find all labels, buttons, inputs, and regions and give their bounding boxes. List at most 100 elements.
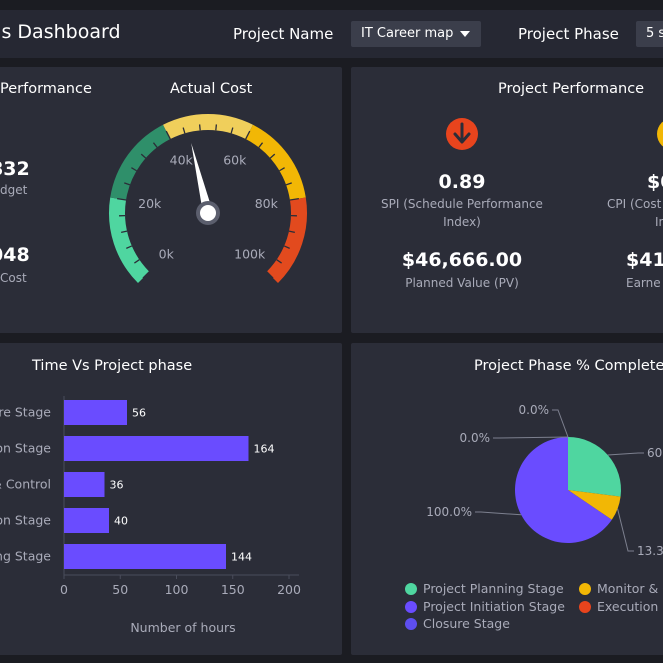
project-phase-select[interactable]: 5 s [636, 21, 663, 47]
gauge-band-3 [245, 124, 306, 201]
gauge-tick-label: 20k [138, 196, 162, 211]
chevron-down-icon [460, 31, 470, 37]
gauge-tick [117, 197, 127, 201]
legend-label: Project Planning Stage [423, 581, 564, 596]
pie-label-leader [552, 409, 569, 438]
category-label: on Stage [0, 441, 51, 456]
project-name-select[interactable]: IT Career map [351, 21, 481, 47]
legend-item-execution[interactable]: Execution S [579, 599, 663, 614]
bar[interactable] [64, 436, 249, 461]
pie-value-label: 0.0% [519, 403, 550, 417]
time-bar-chart: 0 50 100 150 200 56 ure Stage 164 on Stage 36 & Co… [0, 396, 301, 597]
legend-item-planning[interactable]: Project Planning Stage [405, 581, 564, 596]
pie-slice-1[interactable] [568, 490, 621, 520]
pie-value-label: 0.0% [460, 431, 491, 445]
performance-panel-title: Project Performance [498, 81, 645, 97]
legend-item-monitor[interactable]: Monitor & C [579, 581, 663, 596]
gauge-tick [152, 142, 158, 148]
gauge-tick [142, 271, 150, 279]
arrow-down-circle-icon [446, 118, 478, 150]
cost-label: Cost [0, 271, 27, 285]
budget-value: 832 [0, 158, 30, 180]
x-tick-label: 100 [165, 582, 189, 597]
gauge-band-2 [163, 114, 253, 140]
dashboard-title: tus Dashboard [0, 21, 121, 43]
pie-label-leader [607, 452, 644, 456]
legend-item-closure[interactable]: Closure Stage [405, 616, 510, 631]
bar[interactable] [64, 400, 127, 425]
phase-panel-title: Project Phase % Completed [474, 358, 663, 374]
gauge-tick-label: 60k [223, 152, 247, 167]
gauge-band-1 [110, 124, 171, 201]
gauge-tick [288, 230, 295, 234]
bar-value-label: 36 [110, 479, 124, 492]
category-label: ure Stage [0, 405, 51, 420]
pie-label-leader [493, 436, 569, 439]
gauge-tick [230, 127, 234, 134]
bar[interactable] [64, 472, 105, 497]
planned-value-label: Planned Value (PV) [405, 276, 519, 290]
bar-value-label: 164 [254, 443, 275, 456]
pie-slice-0[interactable] [568, 437, 621, 497]
planned-value: $46,666.00 [401, 249, 523, 271]
gauge-tick [283, 245, 290, 249]
project-phase-label: Project Phase [518, 25, 619, 43]
x-tick-label: 0 [60, 582, 68, 597]
gauge-band-0 [109, 197, 150, 284]
pie-label-leader [617, 508, 634, 552]
gauge-tick [140, 153, 147, 159]
pie-slice-2[interactable] [515, 437, 612, 543]
time-panel-title: Time Vs Project phase [32, 358, 193, 374]
gauge-tick-label: 80k [255, 196, 279, 211]
gauge-band-4 [266, 197, 307, 284]
bar-value-label: 144 [231, 551, 252, 564]
earned-value-label: Earne [626, 276, 661, 290]
gauge-hub [200, 205, 216, 221]
gauge-tick-label: 100k [234, 247, 266, 262]
pie-value-label: 60 [647, 446, 662, 460]
gauge-tick [134, 259, 140, 264]
gauge-title: Actual Cost [170, 81, 253, 97]
gauge-tick [285, 182, 292, 186]
gauge-tick [165, 130, 171, 140]
gauge-tick [215, 124, 218, 131]
performance-icons [446, 118, 663, 150]
pie-label-leader [475, 511, 522, 516]
gauge-tick [131, 167, 137, 172]
legend-dot-icon [579, 601, 591, 613]
bar-value-label: 40 [114, 515, 128, 528]
category-label: on Stage [0, 513, 51, 528]
time-panel: Time Vs Project phase 0 50 100 150 200 56 ure … [0, 343, 342, 655]
bar[interactable] [64, 544, 226, 569]
top-bar: tus Dashboard Project Name IT Career map… [0, 10, 663, 58]
cost-value: 048 [0, 244, 30, 266]
x-axis-label: Number of hours [130, 620, 236, 635]
gauge-tick [258, 142, 264, 148]
actual-cost-gauge: 0k 20k 40k 60k 80k 100k [109, 114, 307, 284]
legend-dot-icon [405, 618, 417, 630]
bar[interactable] [64, 508, 109, 533]
cpi-value: $0 [647, 171, 663, 193]
gauge-tick [269, 153, 276, 159]
x-tick-label: 50 [112, 582, 128, 597]
project-phase-select-value: 5 s [646, 26, 663, 41]
cpi-status-icon [657, 121, 663, 147]
pie-value-label: 100.0% [426, 505, 472, 519]
gauge-tick [198, 124, 201, 131]
bar-value-label: 56 [132, 407, 146, 420]
legend-label: Monitor & C [597, 581, 663, 596]
phase-panel: Project Phase % Completed 60 13.3 100.0% 0.… [351, 343, 663, 655]
gauge-tick [245, 130, 251, 140]
category-label: & Control [0, 477, 51, 492]
budget-label: dget [0, 183, 28, 197]
gauge-tick [266, 271, 274, 279]
gauge-tick [121, 230, 128, 234]
category-label: ng Stage [0, 549, 51, 564]
gauge-tick [289, 197, 299, 201]
gauge-tick [182, 127, 186, 134]
performance-panel: Project Performance 0.89 SPI (Schedule P… [351, 67, 663, 333]
legend-item-initiation[interactable]: Project Initiation Stage [405, 599, 565, 614]
spi-label: SPI (Schedule Performance Index) [381, 197, 543, 229]
spi-value: 0.89 [438, 171, 486, 193]
cpi-label-continued: In [655, 215, 663, 229]
